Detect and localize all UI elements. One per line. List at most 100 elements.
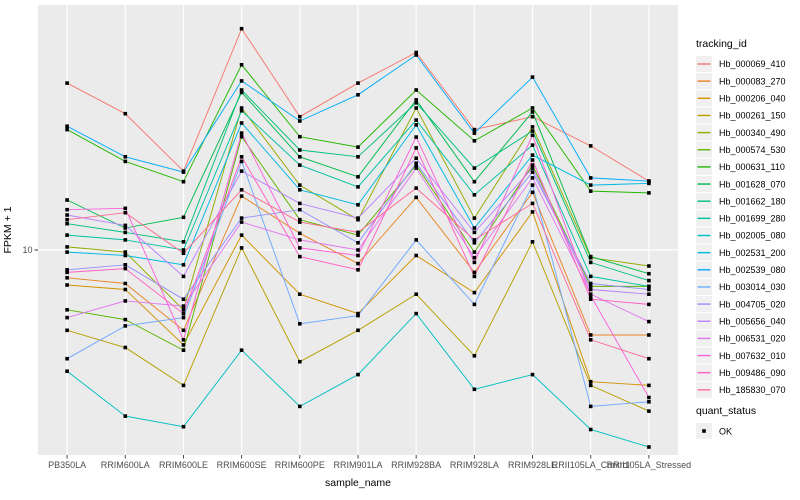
data-point	[588, 183, 593, 187]
data-point	[181, 215, 186, 220]
data-point	[239, 121, 244, 125]
data-point	[65, 124, 69, 128]
data-point	[356, 93, 360, 97]
data-point	[123, 206, 128, 211]
legend-item-label: Hb_002531_200	[719, 248, 786, 258]
data-point	[647, 383, 651, 388]
data-point	[472, 179, 477, 184]
data-point	[530, 125, 535, 129]
data-point	[472, 270, 477, 275]
data-point	[588, 284, 593, 289]
data-point	[588, 294, 593, 298]
x-tick-label-RRII105LA_Control: RRII105LA_Control	[552, 460, 630, 470]
data-point	[123, 414, 128, 418]
data-point	[414, 135, 418, 139]
data-point	[123, 223, 128, 228]
legend-item-Hb_000574_530: Hb_000574_530	[696, 141, 786, 158]
data-point	[356, 233, 360, 237]
data-point	[123, 299, 128, 303]
x-tick-label-RRIM901LA: RRIM901LA	[333, 460, 382, 470]
data-point	[123, 250, 128, 254]
data-point	[239, 169, 244, 173]
x-tick-label-RRII105LA_Stressed: RRII105LA_Stressed	[607, 460, 692, 470]
data-point	[181, 297, 186, 301]
data-point	[298, 220, 302, 224]
data-point	[181, 424, 186, 429]
data-point	[298, 207, 302, 212]
data-point	[414, 101, 418, 105]
data-point	[123, 253, 128, 258]
data-point	[472, 216, 477, 220]
data-point	[239, 79, 244, 83]
data-point	[298, 217, 302, 222]
data-point	[298, 183, 302, 187]
data-point	[472, 260, 477, 265]
data-point	[239, 134, 244, 139]
data-point	[472, 290, 477, 295]
data-point	[414, 146, 418, 150]
data-point	[298, 148, 302, 152]
data-point	[530, 114, 535, 119]
data-point	[588, 260, 593, 265]
data-point	[298, 163, 302, 167]
data-point	[65, 198, 69, 202]
data-point	[530, 170, 535, 174]
legend-item-Hb_000261_150: Hb_000261_150	[696, 107, 786, 124]
legend-item-Hb_000631_110: Hb_000631_110	[696, 158, 785, 175]
legend-title-quant-status: quant_status	[696, 405, 756, 417]
legend-item-Hb_000340_490: Hb_000340_490	[696, 124, 786, 141]
x-tick-label-RRIM600LE: RRIM600LE	[159, 460, 208, 470]
data-point	[181, 179, 186, 184]
data-point	[530, 110, 535, 114]
data-point	[414, 253, 418, 258]
legend-item-Hb_000069_410: Hb_000069_410	[696, 56, 786, 72]
y-tick-label: 10	[22, 245, 32, 255]
legend-item-Hb_001662_180: Hb_001662_180	[696, 193, 786, 210]
legend-item-Hb_007632_010: Hb_007632_010	[696, 347, 786, 364]
data-point	[239, 246, 244, 250]
data-point	[472, 166, 477, 170]
data-point	[472, 127, 477, 132]
x-tick-label-RRIM600PE: RRIM600PE	[275, 460, 325, 470]
legend-item-label: Hb_000574_530	[719, 145, 786, 155]
data-point	[414, 238, 418, 242]
data-point	[123, 266, 128, 271]
legend-color-items: Hb_000069_410 Hb_000083_270 Hb_000206_040 H…	[696, 56, 786, 398]
data-point	[472, 241, 477, 245]
legend-item-Hb_002539_080: Hb_002539_080	[696, 261, 786, 278]
data-point	[530, 240, 535, 244]
data-point	[65, 308, 69, 312]
data-point	[588, 287, 593, 292]
data-point	[647, 395, 651, 400]
data-point	[530, 201, 535, 206]
data-point	[356, 268, 360, 272]
data-point	[298, 231, 302, 236]
legend-item-label: Hb_006531_020	[719, 334, 786, 344]
data-point	[181, 311, 186, 316]
data-point	[414, 123, 418, 127]
data-point	[298, 134, 302, 139]
data-point	[239, 109, 244, 113]
data-point	[298, 246, 302, 250]
data-point	[123, 159, 128, 164]
data-point	[65, 276, 69, 280]
data-point	[181, 348, 186, 352]
data-point	[588, 383, 593, 388]
legend-item-label: Hb_005656_040	[719, 316, 786, 326]
data-point	[239, 216, 244, 220]
data-point	[298, 322, 302, 326]
data-point	[298, 292, 302, 296]
data-point	[647, 191, 651, 195]
x-tick-label-PB350LA: PB350LA	[48, 460, 86, 470]
data-point	[530, 75, 535, 79]
data-point	[588, 254, 593, 259]
data-point	[472, 238, 477, 242]
data-point	[123, 287, 128, 292]
data-point	[530, 176, 535, 180]
data-point	[472, 250, 477, 254]
data-point	[65, 369, 69, 373]
data-point	[472, 302, 477, 307]
data-point	[647, 271, 651, 276]
data-point	[123, 210, 128, 215]
